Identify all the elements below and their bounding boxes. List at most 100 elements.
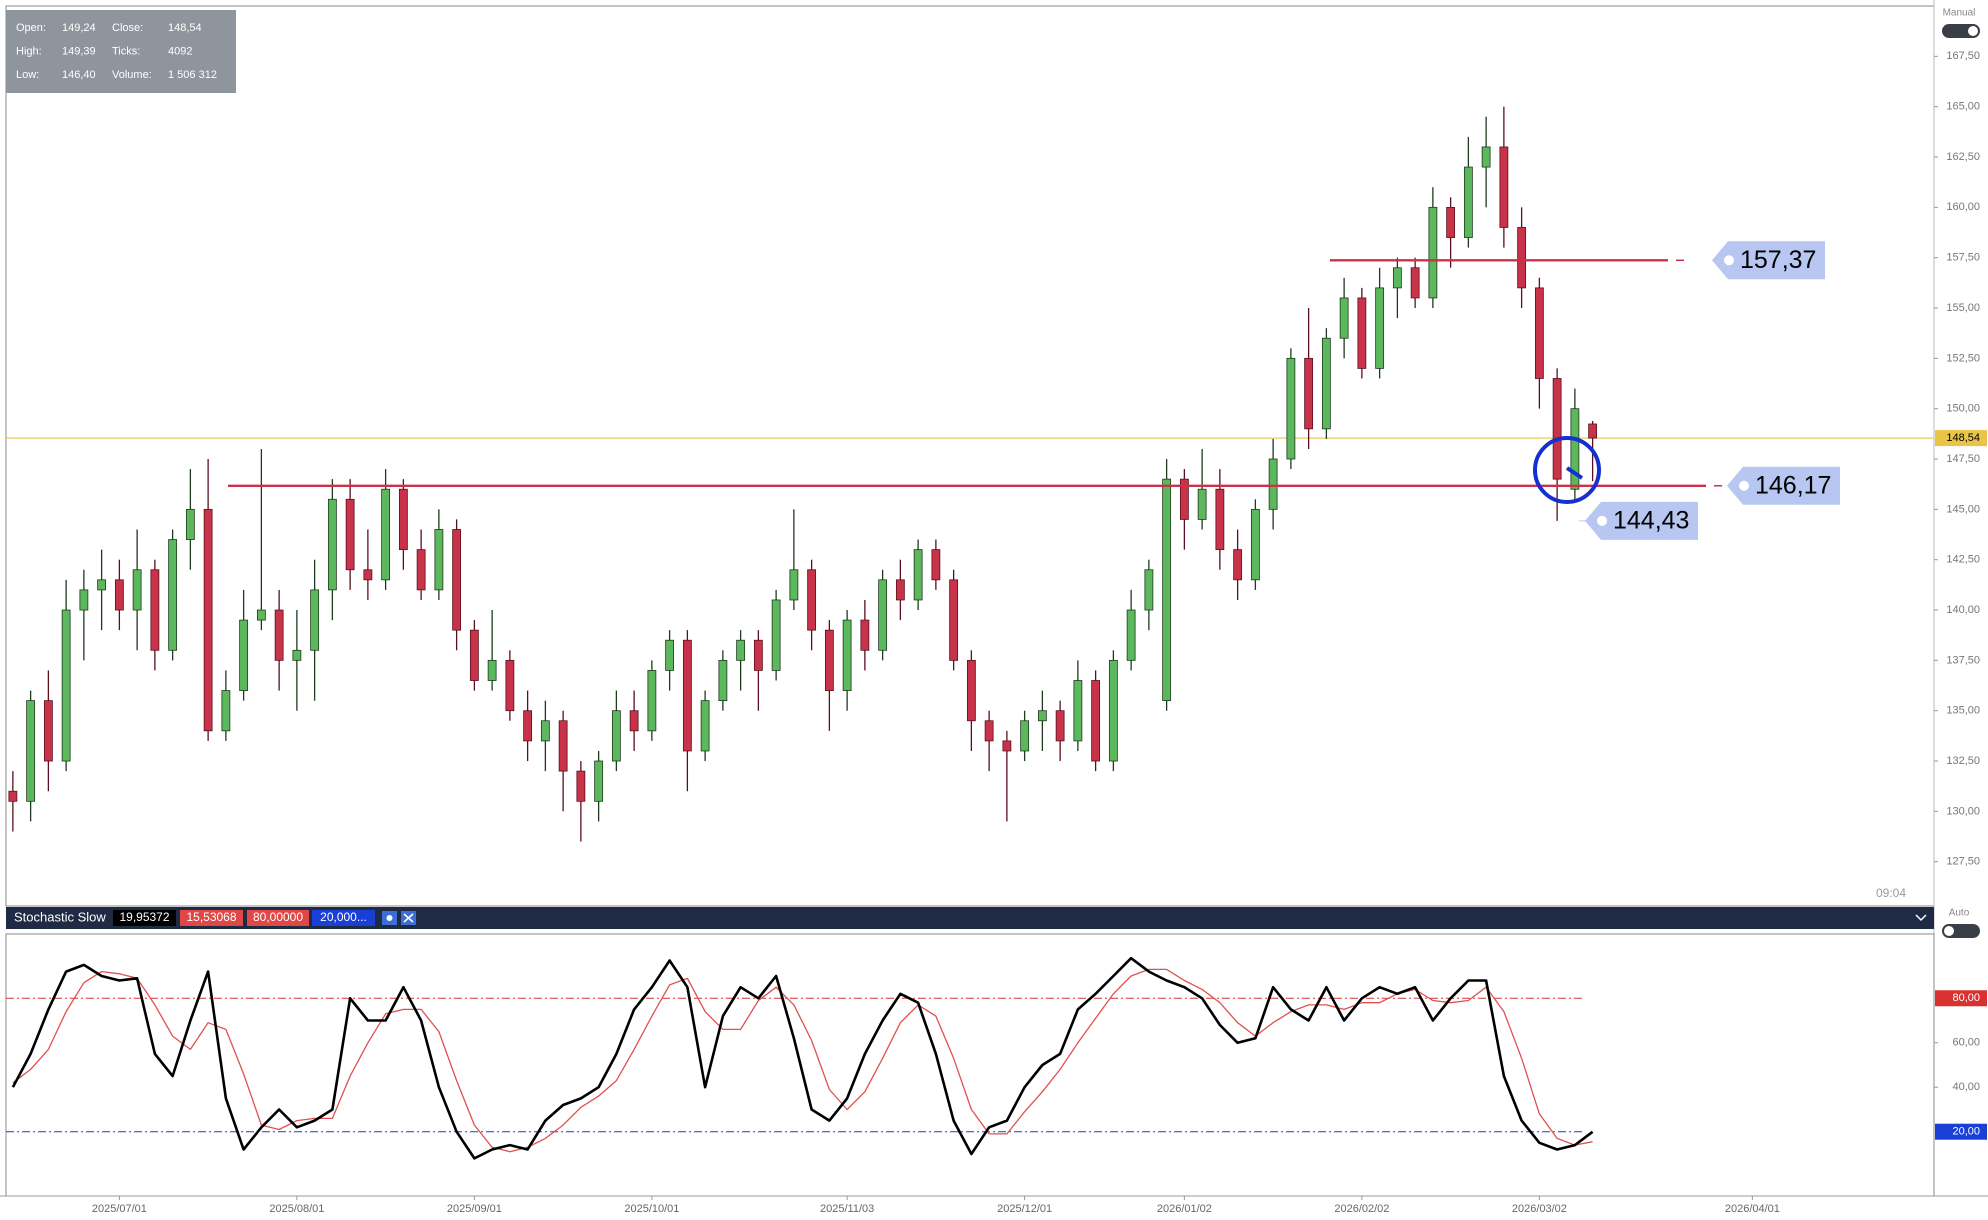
candle-body	[1162, 478, 1172, 702]
candle-body	[1250, 508, 1260, 581]
level-axis-label: 20,00	[1952, 1126, 1980, 1138]
info-text: 4092	[168, 45, 192, 57]
y-tick-label: 155,00	[1946, 302, 1980, 314]
candle-body	[168, 539, 178, 651]
candle-body	[1020, 720, 1030, 752]
y-tick-label: 40,00	[1952, 1081, 1980, 1093]
annotation-circle	[1533, 436, 1601, 504]
candle-body	[274, 609, 284, 661]
candle-body	[381, 488, 391, 581]
y-tick-label: 60,00	[1952, 1037, 1980, 1049]
x-tick-label: 2025/09/01	[447, 1203, 502, 1215]
candle-body	[1108, 659, 1118, 762]
candle-body	[221, 690, 231, 732]
x-tick-label: 2026/03/02	[1512, 1203, 1567, 1215]
x-tick-label: 2026/04/01	[1725, 1203, 1780, 1215]
candle-body	[753, 639, 763, 671]
candle-body	[611, 710, 621, 762]
candle-body	[1552, 378, 1562, 480]
eye-icon	[386, 915, 393, 921]
level-tag	[1585, 501, 1698, 540]
mode-label: Auto	[1949, 908, 1970, 919]
header-value-box	[180, 910, 243, 926]
candle-body	[842, 619, 852, 691]
info-text: 1 506 312	[168, 69, 217, 81]
candle-body	[558, 720, 568, 772]
candle-body	[878, 579, 888, 651]
x-tick-label: 2025/12/01	[997, 1203, 1052, 1215]
level-label: 157,37	[1740, 246, 1816, 274]
collapse-icon[interactable]	[1915, 914, 1927, 922]
candle-body	[1037, 710, 1047, 722]
y-tick-label: 142,50	[1946, 554, 1980, 566]
candle-body	[487, 659, 497, 681]
y-tick-label: 132,50	[1946, 755, 1980, 767]
candle-body	[984, 720, 994, 742]
header-value: 80,00000	[253, 910, 303, 924]
candle-body	[327, 498, 337, 591]
candle-body	[1091, 680, 1101, 762]
candle-body	[665, 639, 675, 671]
y-tick-label: 152,50	[1946, 352, 1980, 364]
x-tick-label: 2025/10/01	[624, 1203, 679, 1215]
info-text: Open:	[16, 22, 46, 34]
level-tag-dot	[1597, 515, 1607, 526]
candle-body	[523, 710, 533, 742]
info-text: 149,24	[62, 22, 96, 34]
candle-body	[26, 700, 36, 802]
candle-body	[8, 790, 18, 802]
header-value: 20,000...	[320, 910, 367, 924]
info-text: High:	[16, 45, 42, 57]
candle-body	[1286, 357, 1296, 460]
candle-body	[895, 579, 905, 601]
header-value: 19,95372	[119, 910, 169, 924]
last-price-tag	[1935, 430, 1987, 447]
info-text: 149,39	[62, 45, 96, 57]
y-tick-label: 127,50	[1946, 856, 1980, 868]
candle-body	[1446, 206, 1456, 238]
candle-body	[1126, 609, 1136, 661]
candle-body	[931, 549, 941, 581]
candle-body	[434, 529, 444, 591]
candle-body	[824, 629, 834, 691]
candle-body	[736, 639, 746, 661]
candle-body	[310, 589, 320, 651]
candle-body	[682, 639, 692, 752]
candle-body	[1073, 680, 1083, 742]
candle-body	[1179, 478, 1189, 520]
candle-body	[1233, 549, 1243, 581]
candle-body	[61, 609, 71, 762]
candle-body	[1268, 458, 1278, 510]
candle-body	[789, 569, 799, 601]
close-icon	[403, 913, 414, 923]
y-tick-label: 162,50	[1946, 151, 1980, 163]
y-tick-label: 165,00	[1946, 101, 1980, 113]
x-tick-label: 2025/07/01	[92, 1203, 147, 1215]
y-tick-label: 130,00	[1946, 805, 1980, 817]
candle-body	[1197, 488, 1207, 520]
level-tag-dot	[1724, 255, 1734, 266]
candle-body	[1375, 287, 1385, 369]
candle-body	[576, 770, 586, 802]
candle-body	[1215, 488, 1225, 551]
level-axis-label: 80,00	[1952, 992, 1980, 1004]
candle-body	[345, 498, 355, 571]
candle-body	[860, 619, 870, 651]
candle-body	[1534, 287, 1544, 379]
mode-label: Manual	[1943, 8, 1976, 19]
toggle-knob	[1944, 926, 1954, 936]
y-tick-label: 147,50	[1946, 453, 1980, 465]
candle-body	[913, 549, 923, 601]
candle-body	[1499, 146, 1509, 228]
info-box	[6, 10, 236, 93]
info-text: Volume:	[112, 69, 152, 81]
candle-body	[949, 579, 959, 661]
candle-body	[700, 700, 710, 752]
header-value: 15,53068	[186, 910, 236, 924]
stoch-line	[11, 956, 1594, 1160]
y-tick-label: 157,50	[1946, 252, 1980, 264]
candle-body	[1357, 297, 1367, 369]
header-value-box	[312, 910, 375, 926]
